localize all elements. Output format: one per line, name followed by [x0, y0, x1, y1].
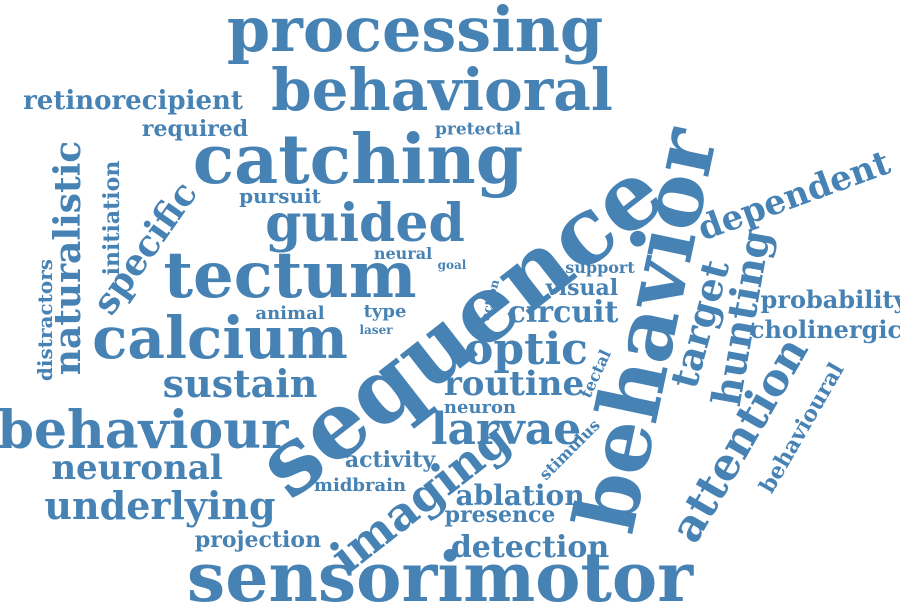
word-tectum: tectum [163, 238, 417, 313]
word-sensorimotor: sensorimotor [186, 538, 694, 612]
word-guided: guided [265, 193, 465, 254]
word-larvae: larvae [430, 404, 582, 455]
word-neuron: neuron [443, 397, 517, 418]
word-calcium: calcium [92, 304, 348, 372]
word-activity: activity [344, 447, 436, 473]
word-type: type [363, 301, 407, 322]
word-detection: detection [450, 530, 610, 565]
word-neuronal: neuronal [51, 448, 223, 488]
word-underlying: underlying [44, 483, 276, 528]
word-circuit: circuit [507, 295, 619, 330]
word-routine: routine [443, 364, 585, 404]
word-pretectal: pretectal [434, 119, 522, 140]
word-processing: processing [226, 0, 604, 66]
word-support: support [565, 258, 635, 277]
word-presence: presence [444, 502, 556, 528]
word-probability: probability [760, 285, 900, 314]
word-optic: optic [464, 324, 588, 375]
word-required: required [141, 116, 249, 142]
word-ablation: ablation [455, 479, 585, 512]
word-midbrain: midbrain [313, 475, 407, 496]
word-projection: projection [194, 527, 322, 553]
word-visual: visual [545, 275, 619, 301]
word-sustain: sustain [162, 361, 318, 406]
word-laser: laser [359, 323, 393, 337]
word-distractors: distractors [33, 258, 57, 382]
word-neural: neural [373, 244, 433, 263]
word-goal: goal [437, 258, 467, 272]
word-behaviour: behaviour [0, 400, 289, 461]
word-cholinergic: cholinergic [749, 315, 900, 344]
word-behavioral: behavioral [271, 56, 613, 124]
word-animal: animal [255, 303, 325, 324]
word-pursuit: pursuit [239, 184, 321, 208]
word-catching: catching [192, 120, 524, 200]
word-retinorecipient: retinorecipient [23, 86, 243, 116]
